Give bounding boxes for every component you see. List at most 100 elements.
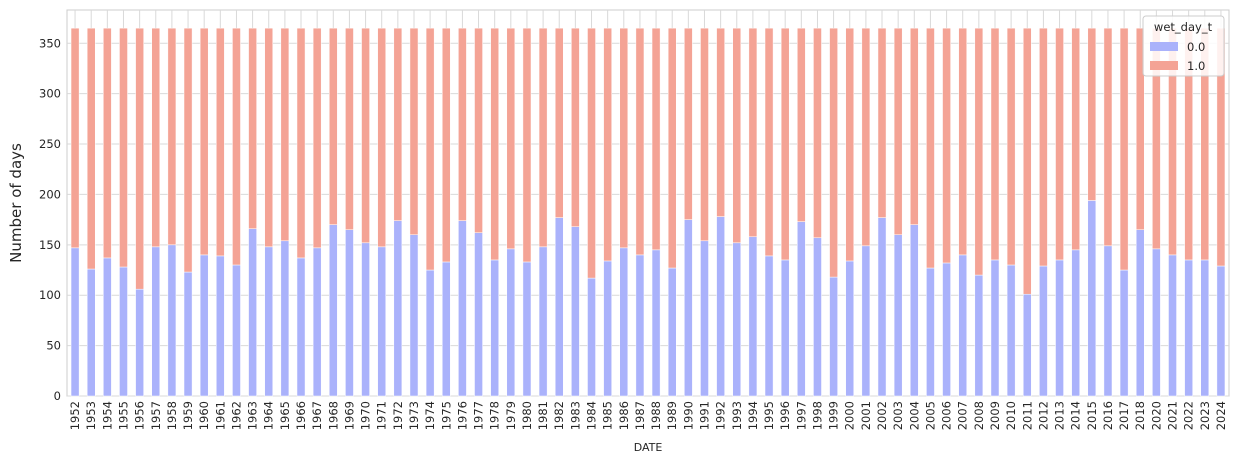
bar-dry-2008 [974,274,984,397]
bar-dry-1977 [474,232,483,397]
bar-dry-2021 [1168,254,1177,397]
x-tick-label: 1978 [488,401,502,430]
bar-dry-2014 [1071,249,1080,397]
x-tick-label: 1953 [84,401,98,430]
legend-swatch-1 [1150,61,1178,70]
bar-wet-1967 [312,27,322,249]
x-tick-label: 2003 [891,401,905,430]
x-tick-label: 1955 [116,401,130,430]
bar-wet-1955 [119,27,128,268]
bar-wet-2016 [1103,27,1113,247]
x-tick-label: 1952 [68,401,82,430]
legend-swatch-0 [1150,42,1178,51]
bar-wet-1995 [764,27,774,257]
x-tick-label: 1962 [229,401,243,430]
bar-wet-1974 [425,27,435,271]
x-tick-label: 1997 [794,401,808,430]
bar-dry-1953 [86,268,96,397]
bar-dry-2006 [942,262,951,397]
x-tick-label: 1991 [697,401,711,430]
bar-dry-1984 [587,277,596,397]
bar-wet-2010 [1006,27,1016,266]
x-tick-label: 1992 [714,401,728,430]
bar-dry-1986 [619,247,629,397]
x-tick-label: 2016 [1101,401,1115,430]
bar-wet-1965 [280,27,290,242]
bar-dry-1978 [490,259,499,397]
x-tick-label: 1968 [326,401,340,430]
x-tick-label: 2015 [1085,401,1099,430]
x-tick-label: 1969 [342,401,356,430]
x-tick-label: 1967 [310,401,324,430]
bar-wet-1971 [377,27,386,248]
bar-wet-1997 [797,27,806,222]
x-tick-label: 1961 [213,401,227,430]
bar-wet-1953 [86,27,96,270]
x-tick-label: 2005 [923,401,937,430]
bar-dry-1983 [571,226,580,397]
bar-dry-1973 [409,234,419,397]
y-tick-label: 250 [39,137,61,151]
bar-wet-1994 [748,27,758,238]
bar-wet-2018 [1135,27,1145,230]
bar-wet-1954 [103,27,112,259]
bar-dry-2016 [1103,245,1113,397]
bar-dry-2011 [1022,293,1032,397]
bar-dry-2024 [1216,265,1226,397]
x-tick-label: 1975 [439,401,453,430]
bar-wet-1976 [458,27,467,221]
bar-wet-2017 [1119,27,1129,271]
x-tick-label: 1977 [472,401,486,430]
bar-dry-1991 [700,240,709,397]
legend: wet_day_t 0.0 1.0 [1142,15,1225,77]
bar-dry-1990 [684,219,693,397]
bar-dry-1963 [248,228,257,397]
x-tick-label: 1993 [730,401,744,430]
x-tick-label: 2012 [1036,401,1050,430]
bar-dry-1994 [748,236,758,397]
bar-wet-1970 [361,27,370,244]
x-tick-label: 2007 [956,401,970,430]
bar-dry-1979 [506,248,516,397]
y-tick-label: 200 [39,187,61,201]
bar-dry-2017 [1119,269,1129,397]
bar-wet-1960 [199,27,209,256]
bar-wet-1999 [829,27,838,278]
x-tick-label: 1965 [278,401,292,430]
x-tick-label: 2006 [940,401,954,430]
bar-dry-1980 [522,261,532,397]
y-tick-label: 300 [39,87,61,101]
x-tick-label: 1966 [294,401,308,430]
x-tick-label: 2010 [1004,401,1018,430]
bar-dry-1972 [393,220,403,397]
bar-dry-2023 [1200,259,1210,397]
bar-dry-1964 [264,246,274,397]
bar-dry-1960 [199,254,209,397]
bar-wet-1962 [232,27,241,266]
bar-dry-1954 [103,257,112,397]
x-tick-label: 1995 [762,401,776,430]
y-tick-label: 100 [39,288,61,302]
bars [70,27,1226,397]
bar-dry-1952 [70,247,80,397]
bar-wet-2005 [926,27,935,269]
bar-wet-2006 [942,27,951,264]
x-tick-label: 2023 [1198,401,1212,430]
bar-wet-1983 [571,27,580,227]
x-tick-label: 1996 [778,401,792,430]
y-tick-label: 50 [46,339,61,353]
x-tick-label: 1990 [681,401,695,430]
x-tick-label: 2022 [1182,401,1196,430]
y-tick-label: 0 [54,389,61,403]
x-tick-label: 1972 [391,401,405,430]
bar-dry-2002 [877,217,887,397]
x-axis-label: DATE [634,441,663,454]
bar-dry-1989 [667,267,677,397]
bar-dry-1971 [377,246,386,397]
bar-wet-1993 [732,27,742,244]
bar-wet-1977 [474,27,483,233]
bar-wet-1969 [345,27,354,230]
bar-dry-2005 [926,267,935,397]
x-tick-label: 2008 [972,401,986,430]
x-tick-label: 1971 [375,401,389,430]
